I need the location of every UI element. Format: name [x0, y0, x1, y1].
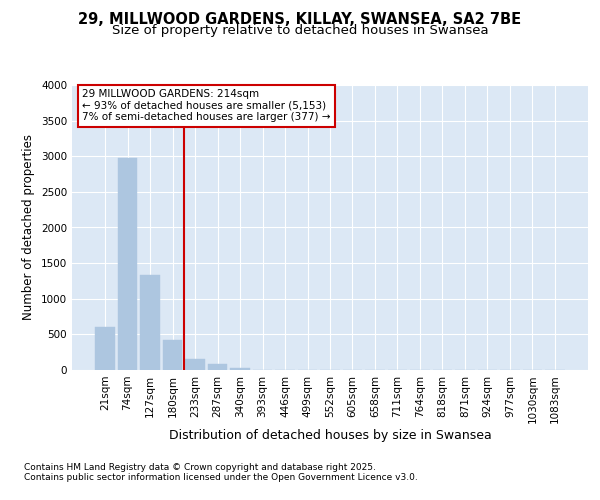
Bar [118, 158, 137, 370]
Text: Size of property relative to detached houses in Swansea: Size of property relative to detached ho… [112, 24, 488, 37]
Bar [208, 364, 227, 370]
Bar [140, 275, 160, 370]
Bar [95, 327, 115, 370]
Y-axis label: Number of detached properties: Number of detached properties [22, 134, 35, 320]
Text: Contains public sector information licensed under the Open Government Licence v3: Contains public sector information licen… [24, 474, 418, 482]
Text: Contains HM Land Registry data © Crown copyright and database right 2025.: Contains HM Land Registry data © Crown c… [24, 464, 376, 472]
Text: 29 MILLWOOD GARDENS: 214sqm
← 93% of detached houses are smaller (5,153)
7% of s: 29 MILLWOOD GARDENS: 214sqm ← 93% of det… [82, 90, 331, 122]
Bar [163, 340, 182, 370]
Bar [230, 368, 250, 370]
Bar [185, 358, 205, 370]
X-axis label: Distribution of detached houses by size in Swansea: Distribution of detached houses by size … [169, 429, 491, 442]
Text: 29, MILLWOOD GARDENS, KILLAY, SWANSEA, SA2 7BE: 29, MILLWOOD GARDENS, KILLAY, SWANSEA, S… [79, 12, 521, 28]
